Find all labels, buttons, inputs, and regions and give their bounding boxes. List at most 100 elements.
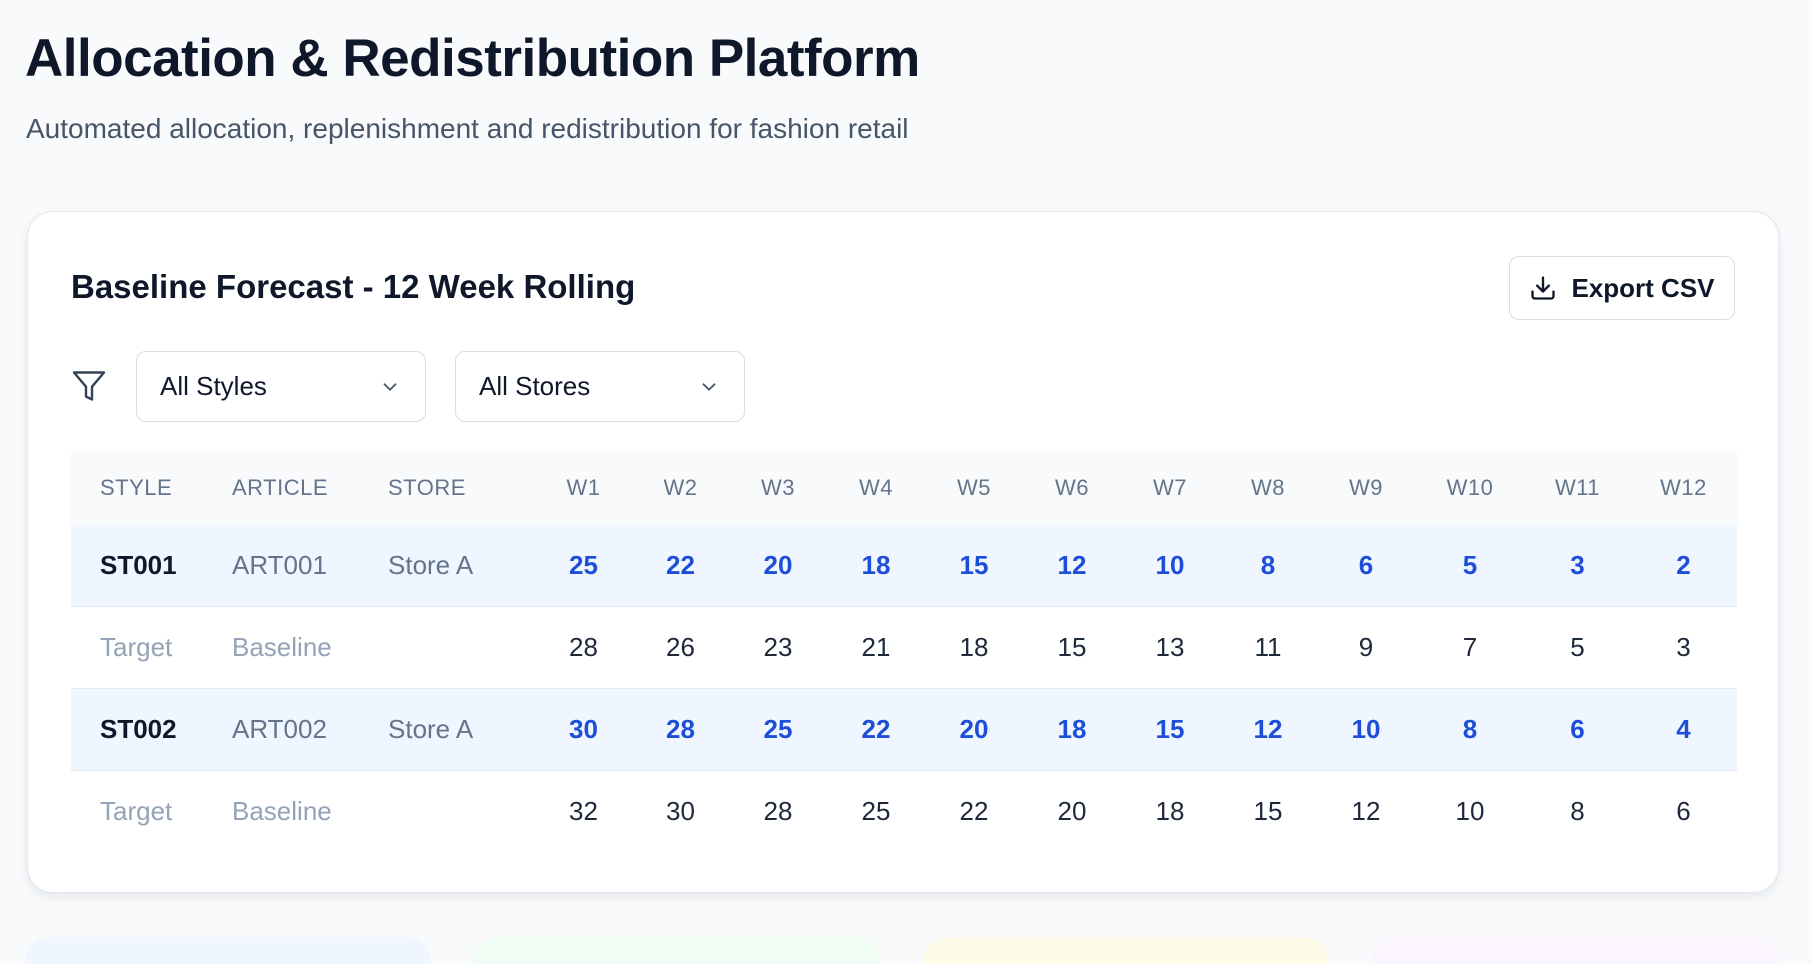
forecast-value: 4 — [1630, 688, 1737, 771]
forecast-value: 8 — [1219, 525, 1317, 607]
forecast-value: 12 — [1023, 525, 1121, 607]
store-cell: Store A — [380, 688, 535, 771]
forecast-value: 30 — [535, 688, 632, 771]
page-subtitle: Automated allocation, replenishment and … — [26, 113, 909, 144]
export-csv-button[interactable]: Export CSV — [1509, 256, 1735, 320]
target-value: 13 — [1121, 606, 1219, 689]
store-cell: Store A — [380, 525, 535, 607]
forecast-value: 22 — [632, 525, 729, 607]
article-cell: ART002 — [216, 688, 380, 771]
summary-tile-purple — [1372, 937, 1778, 964]
column-header[interactable]: ARTICLE — [216, 451, 380, 525]
target-value: 20 — [1057, 796, 1087, 826]
table-row[interactable]: Target Baseline 28 26 23 21 18 15 13 11 … — [71, 606, 1737, 689]
column-header[interactable]: W10 — [1415, 451, 1525, 525]
column-header[interactable]: STYLE — [71, 451, 216, 525]
chevron-down-icon — [383, 382, 397, 391]
style-filter-value: All Styles — [160, 371, 267, 401]
column-header[interactable]: W3 — [729, 451, 827, 525]
column-header[interactable]: STORE — [380, 451, 535, 525]
column-header[interactable]: W8 — [1219, 451, 1317, 525]
forecast-value: 10 — [1317, 688, 1415, 771]
download-icon — [1531, 276, 1556, 300]
column-header[interactable]: W12 — [1630, 451, 1737, 525]
target-value: 18 — [925, 606, 1023, 689]
forecast-value: 20 — [729, 525, 827, 607]
style-cell: ST002 — [71, 688, 216, 771]
forecast-value: 18 — [1023, 688, 1121, 771]
target-value: 11 — [1219, 606, 1317, 689]
store-filter-select[interactable]: All Stores — [455, 351, 745, 422]
export-csv-label: Export CSV — [1571, 272, 1715, 303]
forecast-value: 3 — [1525, 525, 1630, 607]
forecast-value: 25 — [535, 525, 632, 607]
target-value: 28 — [535, 606, 632, 689]
target-value: 8 — [1570, 796, 1585, 826]
forecast-value: 15 — [925, 525, 1023, 607]
empty-cell — [380, 606, 535, 689]
table-row[interactable]: ST002 ART002 Store A 30 28 25 22 20 18 1… — [71, 688, 1737, 771]
forecast-value: 15 — [1121, 688, 1219, 771]
summary-tile-green — [474, 937, 880, 964]
article-cell: ART001 — [216, 525, 380, 607]
forecast-value: 18 — [827, 525, 925, 607]
table-row[interactable]: Target Baseline 32 30 28 25 22 20 18 15 … — [71, 771, 1737, 853]
forecast-value: 6 — [1525, 688, 1630, 771]
target-value: 22 — [959, 796, 989, 826]
page-title: Allocation & Redistribution Platform — [25, 29, 920, 88]
column-header[interactable]: W5 — [925, 451, 1023, 525]
chevron-down-icon — [702, 382, 716, 391]
forecast-value: 6 — [1317, 525, 1415, 607]
forecast-value: 8 — [1415, 688, 1525, 771]
column-header[interactable]: W4 — [827, 451, 925, 525]
forecast-table: STYLE ARTICLE STORE W1 W2 W3 W4 W5 W6 W7… — [71, 451, 1737, 852]
target-value: 23 — [729, 606, 827, 689]
forecast-card: Baseline Forecast - 12 Week Rolling Expo… — [27, 211, 1779, 893]
target-value: 15 — [1023, 606, 1121, 689]
target-value: 30 — [666, 796, 695, 826]
target-value: 6 — [1676, 796, 1691, 826]
target-value: 21 — [827, 606, 925, 689]
forecast-value: 22 — [827, 688, 925, 771]
forecast-value: 5 — [1415, 525, 1525, 607]
target-label-cell: Target — [71, 606, 216, 689]
target-value: 25 — [861, 796, 891, 826]
style-cell: ST001 — [71, 525, 216, 607]
target-value: 9 — [1317, 606, 1415, 689]
forecast-value: 25 — [729, 688, 827, 771]
target-value: 10 — [1455, 796, 1485, 826]
target-value: 7 — [1415, 606, 1525, 689]
forecast-card-title: Baseline Forecast - 12 Week Rolling — [71, 268, 636, 305]
column-header[interactable]: W1 — [535, 451, 632, 525]
table-row[interactable]: ST001 ART001 Store A 25 22 20 18 15 12 1… — [71, 525, 1737, 607]
target-value: 18 — [1155, 796, 1185, 826]
forecast-value: 28 — [632, 688, 729, 771]
target-value: 15 — [1253, 796, 1283, 826]
empty-cell — [380, 771, 535, 853]
target-type-cell: Baseline — [232, 796, 332, 826]
column-header[interactable]: W11 — [1525, 451, 1630, 525]
target-value: 12 — [1351, 796, 1381, 826]
summary-tile-yellow — [923, 937, 1329, 964]
store-filter-value: All Stores — [479, 371, 591, 401]
target-type-cell: Baseline — [216, 606, 380, 689]
column-header[interactable]: W9 — [1317, 451, 1415, 525]
forecast-value: 10 — [1121, 525, 1219, 607]
summary-tile-blue — [25, 937, 431, 964]
forecast-value: 20 — [925, 688, 1023, 771]
column-header[interactable]: W2 — [632, 451, 729, 525]
style-filter-select[interactable]: All Styles — [136, 351, 426, 422]
table-header-row: STYLE ARTICLE STORE W1 W2 W3 W4 W5 W6 W7… — [71, 451, 1737, 525]
column-header[interactable]: W7 — [1121, 451, 1219, 525]
forecast-value: 2 — [1630, 525, 1737, 607]
filter-icon — [72, 371, 106, 401]
target-value: 32 — [569, 796, 598, 826]
column-header[interactable]: W6 — [1023, 451, 1121, 525]
target-value: 3 — [1630, 606, 1737, 689]
forecast-value: 12 — [1219, 688, 1317, 771]
target-value: 5 — [1525, 606, 1630, 689]
target-value: 28 — [763, 796, 793, 826]
target-value: 26 — [632, 606, 729, 689]
target-label-cell: Target — [100, 796, 173, 826]
